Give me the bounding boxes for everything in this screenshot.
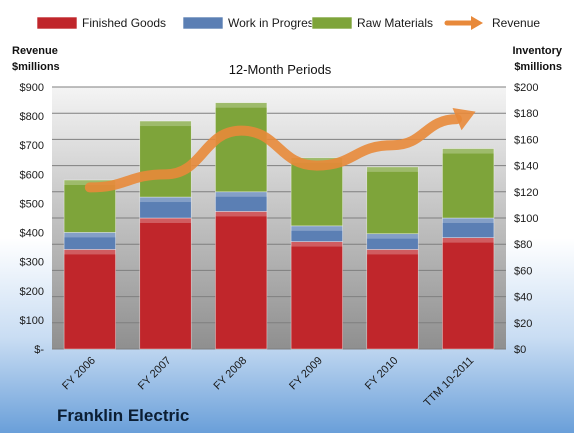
chart-subtitle: 12-Month Periods	[229, 62, 332, 77]
left-axis-tick-label: $900	[20, 82, 44, 94]
bar-highlight	[366, 166, 419, 172]
bar-highlight	[215, 102, 267, 108]
left-axis-tick-label: $300	[20, 257, 44, 269]
bar-highlight	[442, 148, 494, 154]
right-axis-title-line1: Inventory	[512, 45, 562, 57]
left-axis-tick-label: $500	[20, 198, 44, 210]
right-axis-tick-label: $180	[514, 108, 538, 120]
left-axis-tick-label: $100	[20, 315, 44, 327]
left-axis-tick-label: $-	[34, 344, 44, 356]
right-axis-tick-label: $140	[514, 161, 538, 173]
left-axis-tick-label: $200	[20, 286, 44, 298]
right-axis-tick-label: $120	[514, 187, 538, 199]
revenue-line-layer	[84, 108, 476, 193]
bar-raw-materials	[139, 120, 192, 198]
bar-finished-goods	[366, 249, 419, 350]
legend-swatch	[311, 16, 353, 30]
left-axis-tick-label: $700	[20, 140, 44, 152]
left-axis-title-line2: $millions	[12, 61, 60, 73]
left-axis-title-line1: Revenue	[12, 45, 58, 57]
legend: Finished Goods Work in Progress Raw Materi…	[36, 16, 540, 30]
right-axis-tick-label: $40	[514, 292, 532, 304]
bar-highlight	[291, 241, 343, 247]
bar-highlight	[139, 197, 192, 203]
right-axis-tick-label: $0	[514, 344, 526, 356]
bar-highlight	[291, 225, 343, 231]
legend-label: Revenue	[492, 16, 540, 30]
right-axis-tick-label: $60	[514, 265, 532, 277]
right-axis-tick-label: $20	[514, 318, 532, 330]
bar-highlight	[64, 249, 116, 255]
legend-label: Work in Progress	[228, 16, 320, 30]
left-axis-tick-label: $600	[20, 169, 44, 181]
bar-highlight	[215, 191, 267, 197]
bar-layer	[63, 102, 495, 350]
bar-raw-materials	[215, 102, 268, 193]
bar-highlight	[64, 232, 116, 238]
bar-finished-goods	[290, 241, 343, 350]
legend-swatch-arrowhead	[471, 16, 483, 30]
grid-layer	[52, 86, 506, 350]
right-axis-tick-label: $200	[514, 82, 538, 94]
bar-highlight	[139, 218, 192, 223]
bar-highlight	[291, 157, 343, 163]
left-axis-tick-label: $800	[20, 111, 44, 123]
bar-highlight	[215, 211, 267, 217]
bar-highlight	[442, 237, 494, 243]
bar-highlight	[139, 121, 192, 127]
bar-highlight	[366, 233, 419, 239]
bar-highlight	[442, 218, 494, 223]
revenue-arrowhead	[452, 108, 476, 131]
company-name: Franklin Electric	[57, 406, 189, 425]
right-axis-tick-label: $100	[514, 213, 538, 225]
legend-swatch	[36, 16, 78, 30]
bar-finished-goods	[442, 237, 495, 350]
right-axis-title-line2: $millions	[514, 61, 562, 73]
legend-label: Raw Materials	[357, 16, 433, 30]
right-axis-tick-label: $80	[514, 239, 532, 251]
right-axis-tick-label: $160	[514, 134, 538, 146]
bar-raw-materials	[442, 148, 495, 219]
legend-label: Finished Goods	[82, 16, 166, 30]
bar-finished-goods	[139, 217, 192, 350]
revenue-line	[84, 114, 463, 193]
bar-finished-goods	[215, 211, 268, 350]
legend-swatch	[182, 16, 224, 30]
bar-finished-goods	[63, 249, 116, 350]
bar-highlight	[366, 249, 419, 255]
left-axis-tick-label: $400	[20, 228, 44, 240]
bar-raw-materials	[366, 166, 419, 235]
